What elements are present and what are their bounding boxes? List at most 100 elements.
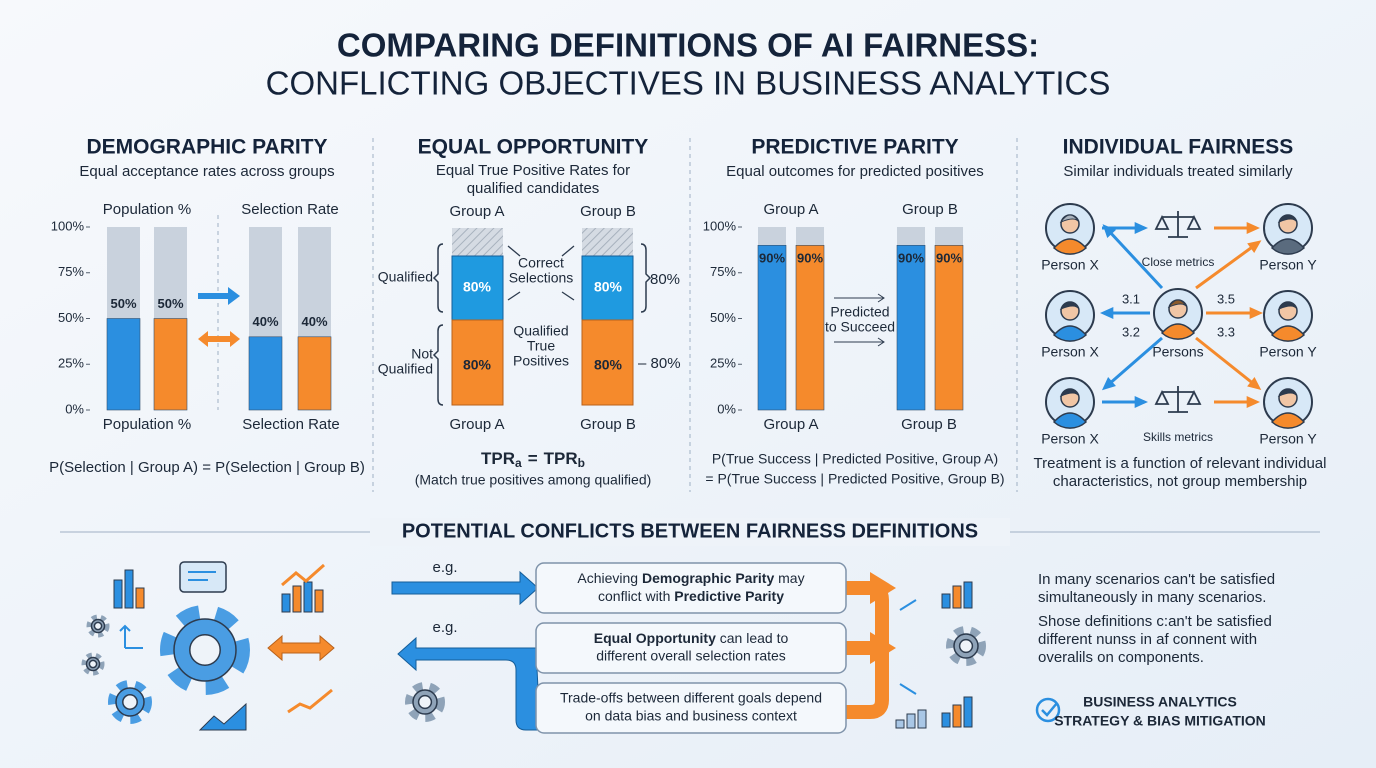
section-title-bg	[370, 518, 1010, 546]
bar-label: 80%	[594, 279, 623, 295]
person-icon	[1277, 214, 1298, 224]
group-label: Group B	[580, 203, 636, 220]
network-arrow	[1100, 307, 1114, 319]
panel-subtitle: Equal True Positive Rates for	[436, 162, 630, 179]
y-tick-label: 100%	[703, 218, 737, 233]
gear-icon	[108, 680, 152, 724]
formula-part: TPR	[481, 449, 515, 468]
text-run: Predictive Parity	[674, 588, 784, 604]
footer: Treatment is a function of relevant indi…	[1034, 455, 1327, 472]
y-tick-label: 0%	[717, 401, 736, 416]
stacked-bars	[432, 228, 652, 406]
y-tick-label: 75%	[58, 264, 84, 279]
bar	[934, 245, 964, 411]
eg-label: e.g.	[432, 619, 457, 636]
box-text: Equal Opportunity can lead to	[594, 630, 789, 646]
right-label: – 80%	[638, 355, 681, 372]
small-arrow	[119, 624, 143, 649]
network-arrow	[1246, 396, 1260, 408]
person-label: Person X	[1041, 257, 1099, 273]
category-label: Group B	[902, 201, 958, 218]
value-label: 40%	[252, 314, 278, 329]
annotation: Qualified	[513, 323, 568, 339]
panel-subtitle: qualified candidates	[467, 180, 600, 197]
value-label: 40%	[301, 314, 327, 329]
value-label: 90%	[936, 251, 962, 266]
side-text: Shose definitions c:an't be satisfied	[1038, 613, 1272, 630]
y-tick-label: 25%	[710, 356, 736, 371]
person-icon	[1277, 388, 1298, 398]
bar-label: 80%	[594, 357, 623, 373]
gear-icon	[160, 605, 250, 695]
row-label: Qualified	[378, 269, 433, 285]
bar-icon	[113, 579, 123, 609]
middle-note: Predicted	[830, 304, 889, 320]
person-icon	[1052, 325, 1088, 342]
score: 3.2	[1122, 324, 1140, 339]
bar	[106, 318, 141, 411]
formula-part: b	[578, 456, 585, 470]
side-text: In many scenarios can't be satisfied	[1038, 571, 1275, 588]
bottom-label: Population %	[103, 416, 191, 433]
boxes	[535, 562, 847, 734]
category-label: Selection Rate	[241, 201, 339, 218]
row-label: Not	[411, 346, 433, 362]
footer: characteristics, not group membership	[1053, 473, 1307, 490]
gear-icon	[86, 614, 110, 638]
note: (Match true positives among qualified)	[415, 472, 652, 488]
right-label: 80%	[650, 271, 680, 288]
box-text: Trade-offs between different goals depen…	[560, 690, 822, 706]
gear-icon	[88, 659, 98, 669]
metric-label: Close metrics	[1142, 255, 1215, 269]
person-icon	[1167, 299, 1188, 309]
subtitle: CONFLICTING OBJECTIVES IN BUSINESS ANALY…	[266, 65, 1111, 102]
bar-label: 80%	[463, 279, 492, 295]
panel-subtitle: Equal outcomes for predicted positives	[726, 163, 984, 180]
bottom-label: Group B	[580, 416, 636, 433]
annotation: True	[527, 338, 555, 354]
bar-icon	[952, 585, 962, 609]
network-arrow	[1195, 336, 1256, 387]
bottom-label: Group A	[449, 416, 504, 433]
bar-segment	[451, 319, 504, 406]
person-label: Person X	[1041, 431, 1099, 447]
gear-icon	[122, 694, 138, 710]
bar-icon	[963, 581, 973, 609]
text-run: may	[774, 570, 804, 586]
double-arrow	[267, 634, 335, 662]
text-run: Achieving	[577, 570, 642, 586]
bar-icon	[303, 581, 313, 613]
bar	[297, 336, 332, 411]
person-label: Person Y	[1259, 344, 1317, 360]
text-run: Equal Opportunity	[594, 630, 716, 646]
network-arrow	[1195, 243, 1256, 290]
bar-label: 80%	[463, 357, 492, 373]
category-label: Population %	[103, 201, 191, 218]
network-arrow	[1102, 224, 1116, 238]
gear-icon	[81, 652, 105, 676]
footer: BUSINESS ANALYTICS	[1083, 694, 1237, 710]
bar-icon	[314, 589, 324, 613]
bottom-label: Group B	[901, 416, 957, 433]
gear-icon	[417, 694, 433, 710]
bar-icon	[895, 719, 905, 729]
score: 3.1	[1122, 291, 1140, 306]
bar	[153, 318, 188, 411]
bar	[896, 245, 926, 411]
annotation: Positives	[513, 353, 569, 369]
network-arrow	[1247, 377, 1262, 390]
person-icon	[1270, 412, 1306, 429]
score: 3.5	[1217, 291, 1235, 306]
side-text: overalils on components.	[1038, 649, 1204, 666]
formula: P(Selection | Group A) = P(Selection | G…	[49, 459, 365, 476]
person-icon	[1059, 301, 1080, 311]
bar-icon	[135, 587, 145, 609]
bar-icon	[292, 585, 302, 613]
box-text: different overall selection rates	[596, 648, 786, 664]
value-label: 90%	[898, 251, 924, 266]
gear-icon	[93, 621, 103, 631]
panel-heading: PREDICTIVE PARITY	[751, 136, 958, 159]
value-label: 90%	[797, 251, 823, 266]
bar-icon	[952, 704, 962, 728]
bar-segment	[581, 319, 634, 406]
